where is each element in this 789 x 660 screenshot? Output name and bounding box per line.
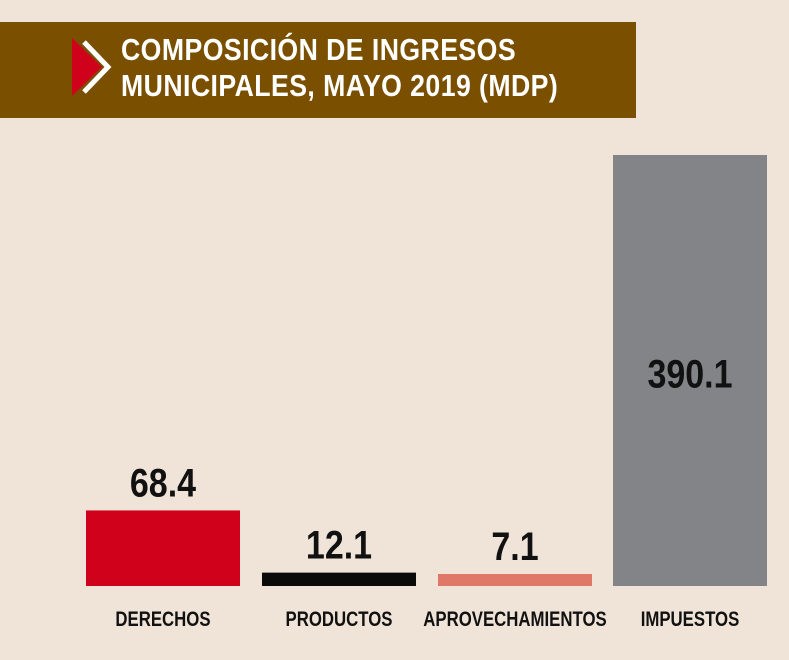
bar-aprovechamientos xyxy=(438,574,592,586)
value-label-aprovechamientos: 7.1 xyxy=(491,523,538,568)
chart-title: COMPOSICIÓN DE INGRESOS MUNICIPALES, MAY… xyxy=(121,32,558,104)
value-label-productos: 12.1 xyxy=(306,522,372,567)
chevron-right-icon xyxy=(72,38,112,96)
bar-productos xyxy=(262,572,416,586)
chart-title-line-1: COMPOSICIÓN DE INGRESOS xyxy=(121,32,517,67)
bar-impuestos xyxy=(613,155,767,586)
value-label-impuestos: 390.1 xyxy=(647,351,732,396)
category-label-productos: PRODUCTOS xyxy=(286,608,393,631)
value-label-derechos: 68.4 xyxy=(130,460,196,505)
category-label-derechos: DERECHOS xyxy=(115,608,210,631)
chart-title-line-2: MUNICIPALES, MAYO 2019 (MDP) xyxy=(121,68,559,103)
category-label-aprovechamientos: APROVECHAMIENTOS xyxy=(423,608,606,631)
category-label-impuestos: IMPUESTOS xyxy=(641,608,740,631)
bar-derechos xyxy=(86,510,240,586)
